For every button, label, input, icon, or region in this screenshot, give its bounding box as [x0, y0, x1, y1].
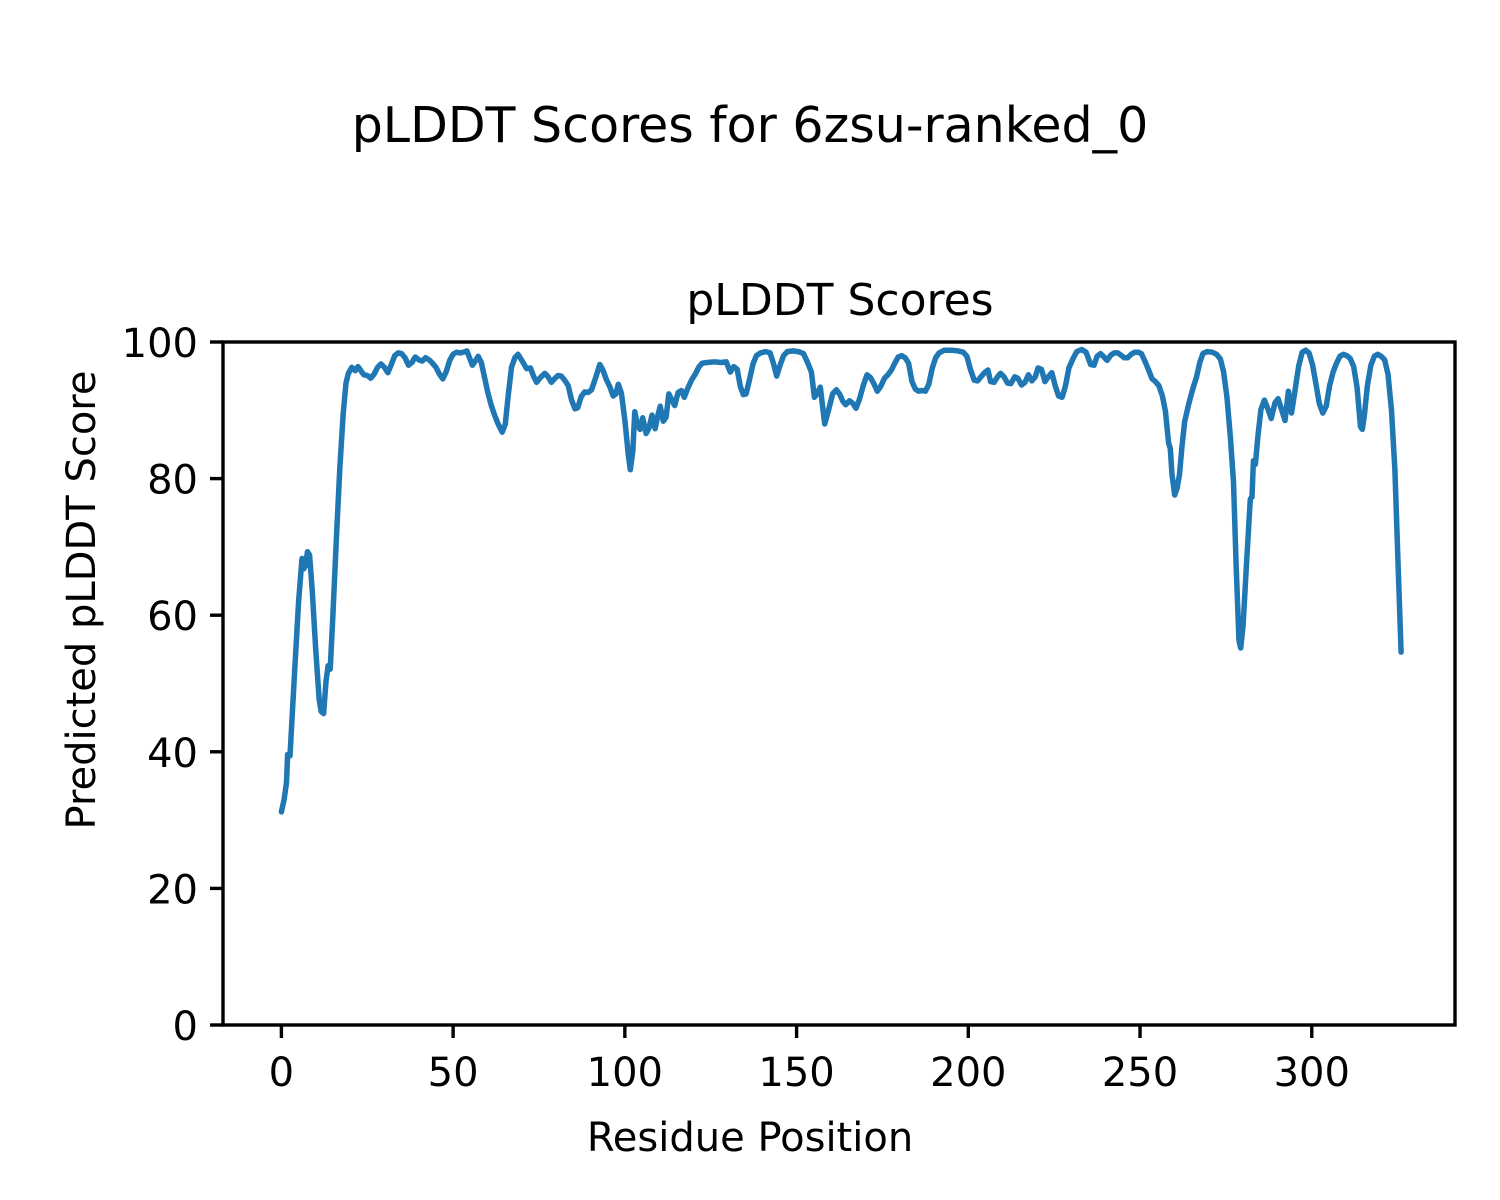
y-tick-label: 100: [122, 321, 198, 367]
x-tick-label: 200: [930, 1050, 1006, 1096]
y-tick-label: 0: [173, 1004, 198, 1050]
x-tick-label: 50: [428, 1050, 479, 1096]
plot-frame: [221, 340, 1457, 1027]
x-tick-label: 250: [1102, 1050, 1178, 1096]
x-tick-label: 0: [269, 1050, 294, 1096]
x-tick-label: 300: [1274, 1050, 1350, 1096]
figure-suptitle: pLDDT Scores for 6zsu-ranked_0: [352, 97, 1149, 154]
x-axis-label: Residue Position: [587, 1115, 913, 1161]
x-axis-ticks: 0 50 100 150 200 250 300: [269, 1025, 1350, 1096]
plddt-score-line: [278, 346, 1404, 815]
y-tick-label: 20: [147, 867, 198, 913]
y-axis-label: Predicted pLDDT Score: [59, 371, 105, 830]
axes-title: pLDDT Scores: [686, 275, 993, 326]
y-axis-ticks: 0 20 40 60 80 100: [122, 321, 223, 1050]
x-tick-label: 150: [758, 1050, 834, 1096]
y-tick-label: 40: [147, 731, 198, 777]
y-tick-label: 80: [147, 458, 198, 504]
x-tick-label: 100: [587, 1050, 663, 1096]
y-tick-label: 60: [147, 594, 198, 640]
